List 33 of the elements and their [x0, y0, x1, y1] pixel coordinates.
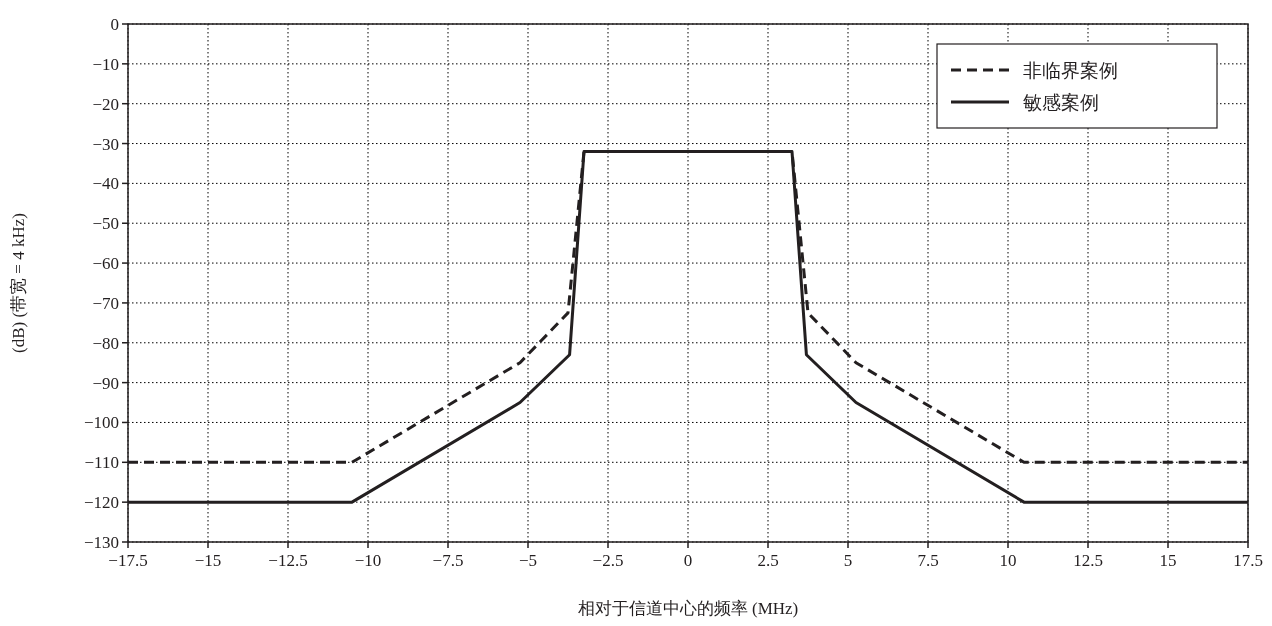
y-tick-label: −120: [83, 493, 119, 513]
x-tick-label: −5: [518, 551, 538, 570]
x-tick-label: −10: [354, 551, 382, 570]
y-tick-label: −60: [92, 254, 119, 274]
x-tick-label: 10: [999, 551, 1017, 570]
x-tick-label: 12.5: [1073, 551, 1103, 570]
y-tick-label: −100: [83, 413, 119, 433]
y-tick-label: −40: [92, 174, 119, 194]
x-tick-label: 7.5: [917, 551, 939, 570]
x-tick-label: 2.5: [757, 551, 779, 570]
y-tick-label: −90: [92, 373, 119, 393]
y-tick-label: −80: [92, 333, 119, 353]
x-axis-title: 相对于信道中心的频率 (MHz): [577, 599, 799, 618]
y-tick-label: −130: [83, 533, 119, 552]
x-tick-label: 5: [843, 551, 853, 570]
x-tick-label: −12.5: [268, 551, 308, 570]
x-tick-label: −15: [194, 551, 222, 570]
y-tick-label: −50: [92, 214, 119, 234]
y-axis-title: (dB) (带宽 = 4 kHz): [9, 213, 28, 353]
legend-label: 敏感案例: [1023, 92, 1099, 113]
y-tick-label: −30: [92, 134, 119, 154]
x-tick-label: −2.5: [592, 551, 624, 570]
x-tick-label: −17.5: [108, 551, 148, 570]
y-tick-label: −110: [84, 453, 119, 473]
y-tick-label: −10: [92, 54, 119, 74]
y-tick-label: 0: [110, 15, 119, 34]
legend-label: 非临界案例: [1023, 60, 1118, 81]
x-tick-label: 0: [683, 551, 693, 570]
x-tick-label: 15: [1159, 551, 1177, 570]
y-tick-label: −70: [92, 293, 119, 313]
x-tick-label: −7.5: [432, 551, 464, 570]
x-tick-label: 17.5: [1233, 551, 1263, 570]
y-tick-label: −20: [92, 94, 119, 114]
